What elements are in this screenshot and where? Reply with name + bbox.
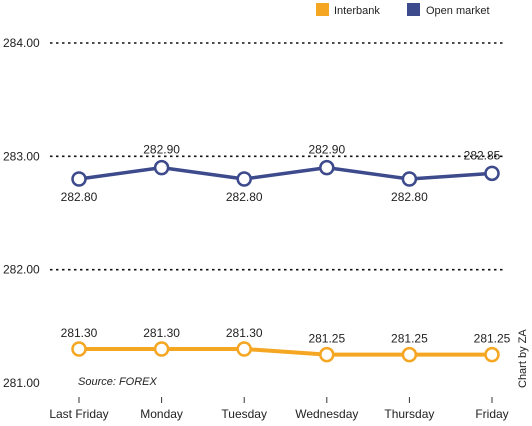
y-tick-label: 281.00 <box>3 376 40 390</box>
data-point-open-market <box>153 159 170 176</box>
x-tick-label: Monday <box>140 407 183 421</box>
source-note: Source: FOREX <box>78 376 158 388</box>
data-label-interbank: 281.25 <box>308 332 345 346</box>
series-line-interbank <box>79 347 492 357</box>
data-point-interbank <box>319 346 335 363</box>
series-line-open-market <box>78 165 493 181</box>
data-label-open-market: 282.90 <box>308 143 345 157</box>
legend-label-open-market: Open market <box>426 5 490 17</box>
data-point-open-market <box>236 171 252 187</box>
x-tick-label: Last Friday <box>49 407 108 421</box>
chart-credit: Chart by ZA <box>517 329 529 388</box>
legend-label-interbank: Interbank <box>334 5 380 17</box>
data-point-interbank <box>236 341 252 357</box>
data-label-open-market: 282.85 <box>464 148 501 162</box>
legend-swatch-interbank <box>316 3 329 16</box>
data-point-open-market <box>401 171 418 187</box>
y-tick-label: 284.00 <box>3 36 40 50</box>
data-label-interbank: 281.25 <box>391 332 428 346</box>
data-point-open-market <box>484 165 500 182</box>
data-label-interbank: 281.30 <box>226 326 263 340</box>
data-label-open-market: 282.80 <box>61 190 98 204</box>
data-point-interbank <box>71 341 87 357</box>
y-tick-label: 283.00 <box>3 149 40 163</box>
data-label-interbank: 281.30 <box>61 326 98 340</box>
x-tick-label: Tuesday <box>221 407 267 421</box>
y-tick-label: 282.00 <box>3 263 40 277</box>
data-label-interbank: 281.30 <box>143 326 180 340</box>
legend-swatch-open-market <box>407 3 420 16</box>
data-point-open-market <box>319 159 335 176</box>
data-label-open-market: 282.80 <box>391 190 428 204</box>
x-tick-label: Wednesday <box>295 407 358 421</box>
data-label-interbank: 281.25 <box>474 332 511 346</box>
data-label-open-market: 282.80 <box>226 190 263 204</box>
data-label-open-market: 282.90 <box>143 143 180 157</box>
data-point-interbank <box>401 346 418 363</box>
x-tick-label: Thursday <box>384 407 434 421</box>
data-point-open-market <box>71 171 87 187</box>
x-tick-label: Friday <box>475 407 508 421</box>
data-point-interbank <box>153 341 170 357</box>
data-point-interbank <box>484 346 500 363</box>
